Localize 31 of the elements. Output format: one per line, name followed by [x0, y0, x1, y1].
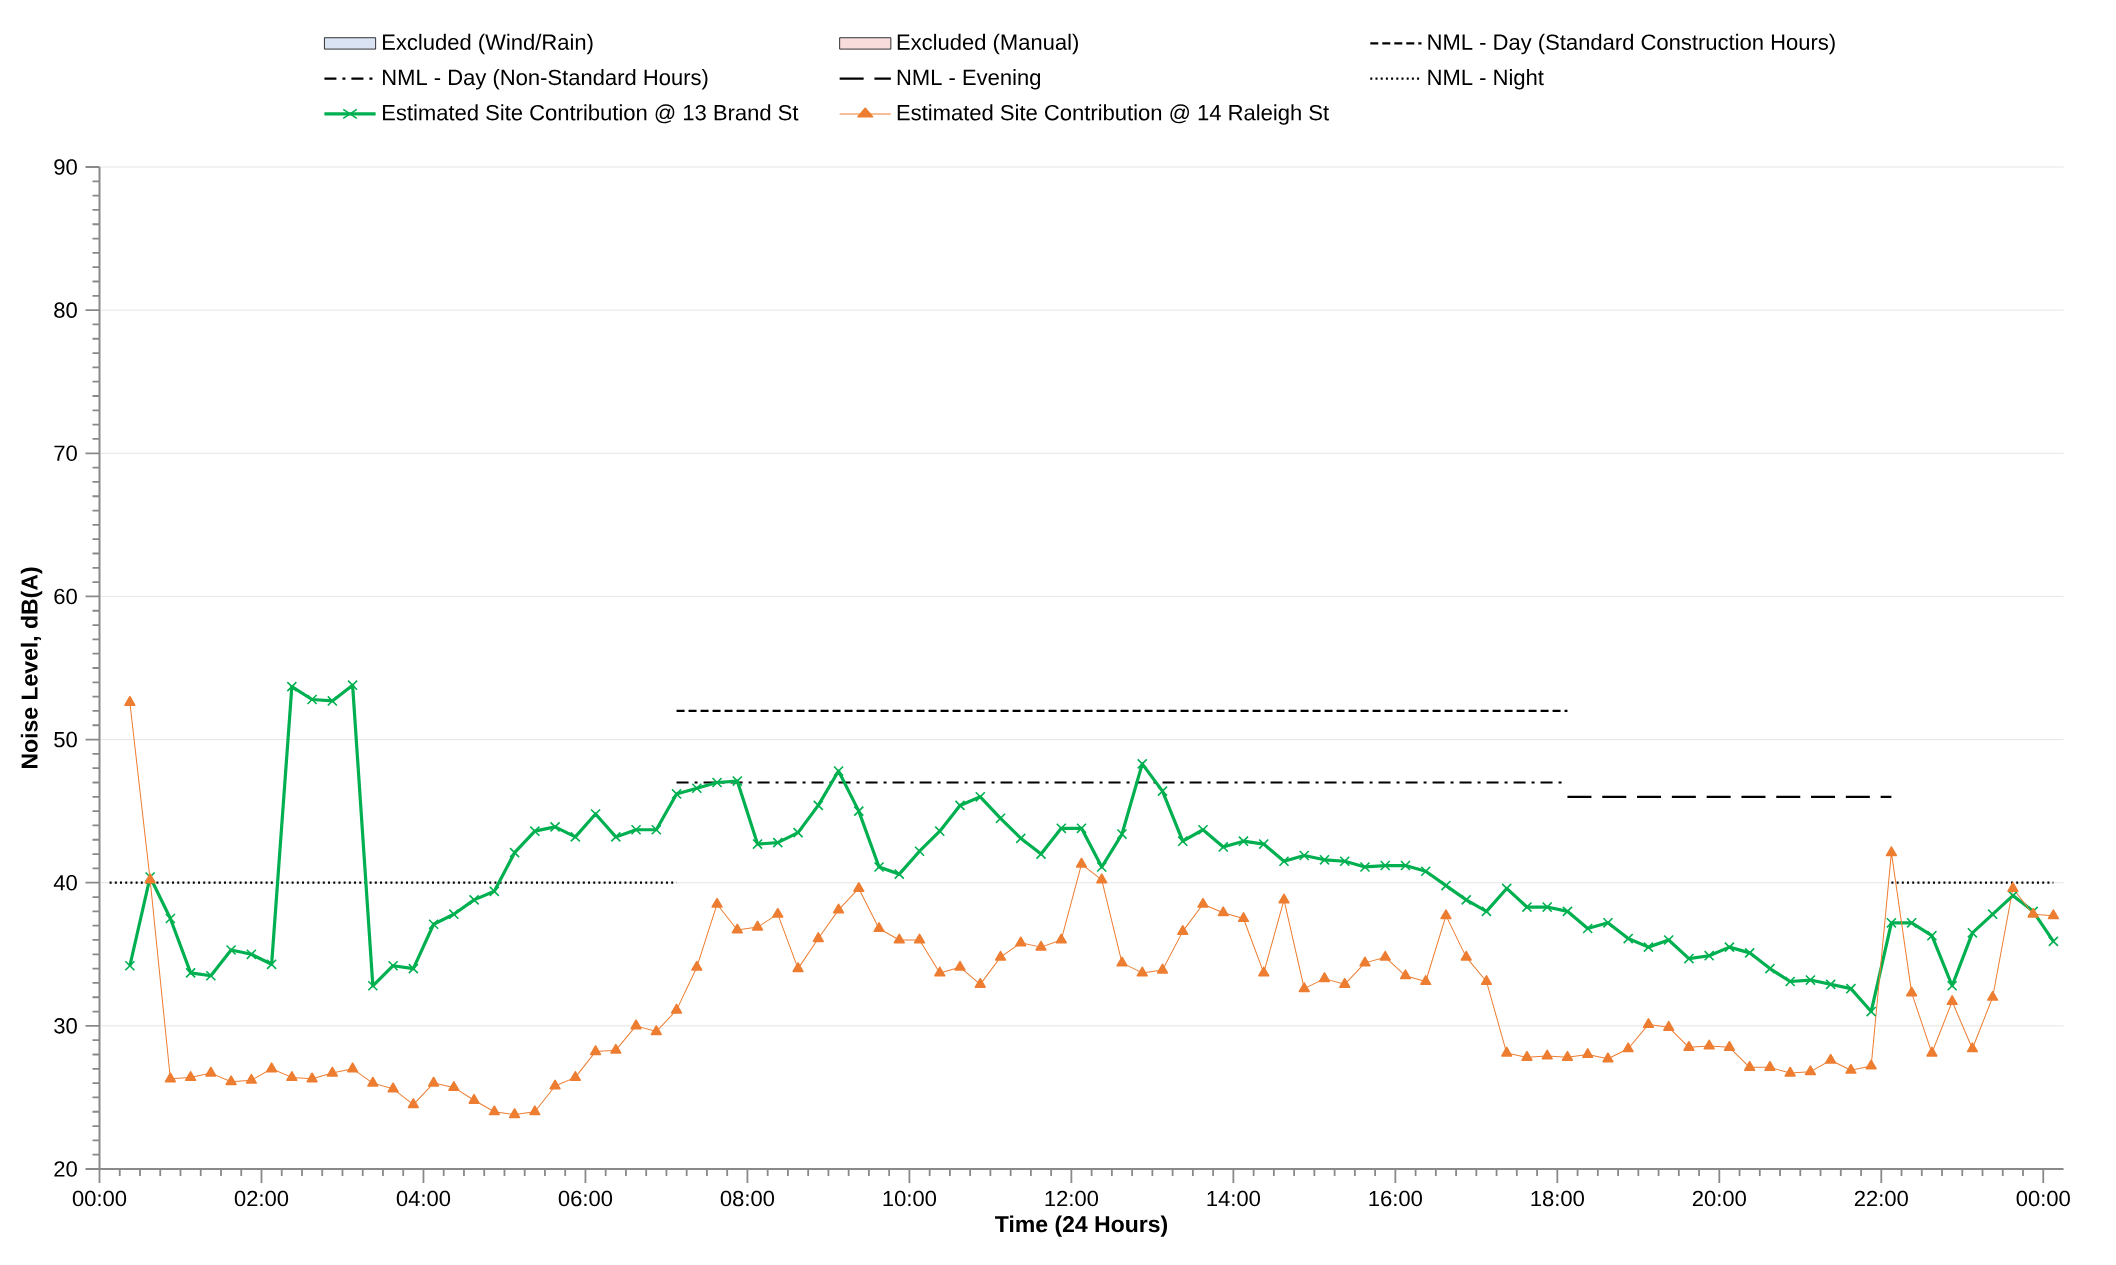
y-tick-label: 60 [54, 588, 77, 605]
legend-label: NML - Evening [897, 69, 1041, 90]
legend-label: NML - Day (Standard Construction Hours) [1428, 33, 1835, 55]
legend-label: Excluded (Wind/Rain) [383, 33, 593, 55]
y-tick-label: 20 [54, 1161, 77, 1177]
x-tick-label: 04:00 [396, 1190, 451, 1207]
legend-label: Estimated Site Contribution @ 13 Brand St [383, 104, 799, 124]
x-axis-title: Time (24 Hours) [995, 1215, 1168, 1237]
x-tick-label: 10:00 [883, 1190, 937, 1207]
x-tick-label: 08:00 [720, 1190, 775, 1207]
y-tick-label: 50 [54, 731, 77, 748]
x-tick-label: 06:00 [558, 1190, 613, 1207]
y-tick-label: 70 [54, 445, 77, 462]
y-tick-label: 40 [53, 874, 77, 891]
legend-label: Excluded (Manual) [897, 33, 1078, 55]
x-tick-label: 02:00 [234, 1190, 289, 1207]
y-tick-label: 80 [54, 302, 77, 318]
x-tick-label: 00:00 [2016, 1190, 2070, 1207]
y-tick-label: 90 [54, 159, 77, 175]
x-tick-label: 22:00 [1854, 1190, 1908, 1207]
legend-label: NML - Day (Non-Standard Hours) [383, 69, 708, 90]
x-tick-label: 12:00 [1045, 1190, 1099, 1207]
y-tick-label: 30 [54, 1018, 77, 1034]
x-tick-label: 00:00 [72, 1190, 127, 1207]
x-tick-label: 16:00 [1369, 1190, 1422, 1207]
y-axis-title: Noise Level, dB(A) [20, 567, 43, 769]
x-tick-label: 20:00 [1692, 1190, 1746, 1207]
x-tick-label: 14:00 [1207, 1190, 1261, 1207]
x-tick-label: 18:00 [1531, 1190, 1584, 1207]
legend-label: NML - Night [1428, 69, 1544, 90]
legend-label: Estimated Site Contribution @ 14 Raleigh St [897, 104, 1329, 125]
